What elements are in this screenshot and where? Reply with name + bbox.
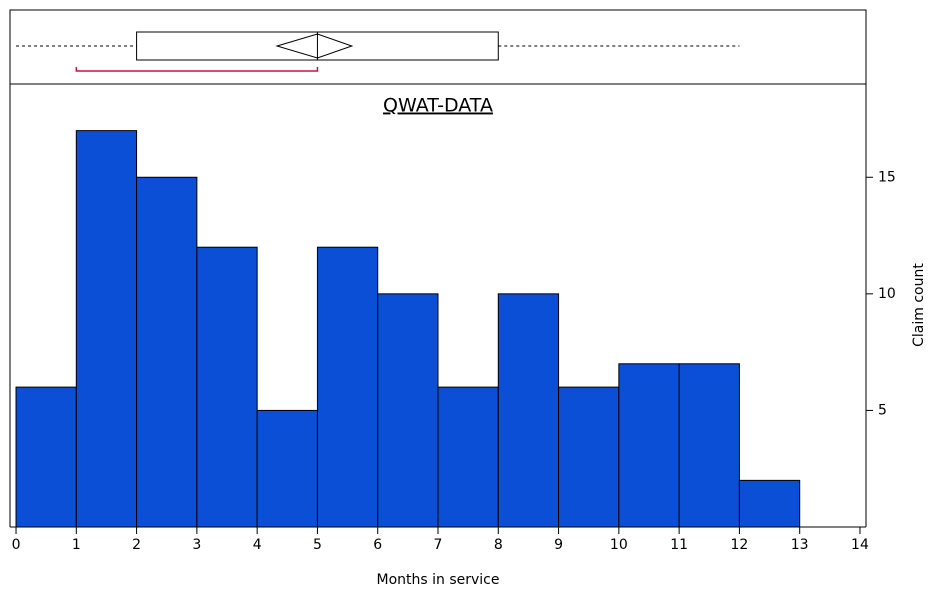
bar [196, 246, 258, 528]
x-tick-label: 3 [192, 537, 201, 553]
x-tick-label: 8 [494, 537, 503, 553]
bar [497, 293, 560, 528]
bar [738, 479, 801, 528]
shortest-half [75, 67, 319, 72]
bar [75, 130, 138, 528]
x-tick-label: 6 [373, 537, 382, 553]
bar [316, 246, 379, 528]
chart-title: QWAT-DATA [383, 95, 493, 117]
y-axis-label: Claim count [911, 263, 927, 347]
x-tick-label: 11 [670, 537, 688, 553]
x-tick-label: 10 [610, 537, 628, 553]
bar [558, 386, 620, 528]
x-tick-label: 2 [132, 537, 141, 553]
x-tick-label: 7 [434, 537, 443, 553]
x-tick-label: 4 [253, 537, 262, 553]
y-tick-label: 10 [878, 286, 896, 302]
x-tick-label: 9 [554, 537, 563, 553]
bar [377, 293, 439, 528]
bar [618, 363, 680, 528]
box-plot-frame [9, 9, 867, 85]
bar [437, 386, 499, 528]
x-tick-label: 0 [12, 537, 21, 553]
x-tick-label: 14 [851, 537, 869, 553]
x-tick-label: 1 [72, 537, 81, 553]
y-tick-label: 5 [878, 402, 887, 418]
mean-diamond [275, 33, 354, 59]
x-axis-label: Months in service [377, 572, 500, 588]
bar [256, 409, 318, 528]
bar [678, 363, 740, 528]
x-tick-label: 12 [730, 537, 748, 553]
x-tick-label: 5 [313, 537, 322, 553]
x-tick-label: 13 [791, 537, 809, 553]
bar [136, 176, 198, 528]
y-tick-label: 15 [878, 169, 896, 185]
bar [15, 386, 77, 528]
